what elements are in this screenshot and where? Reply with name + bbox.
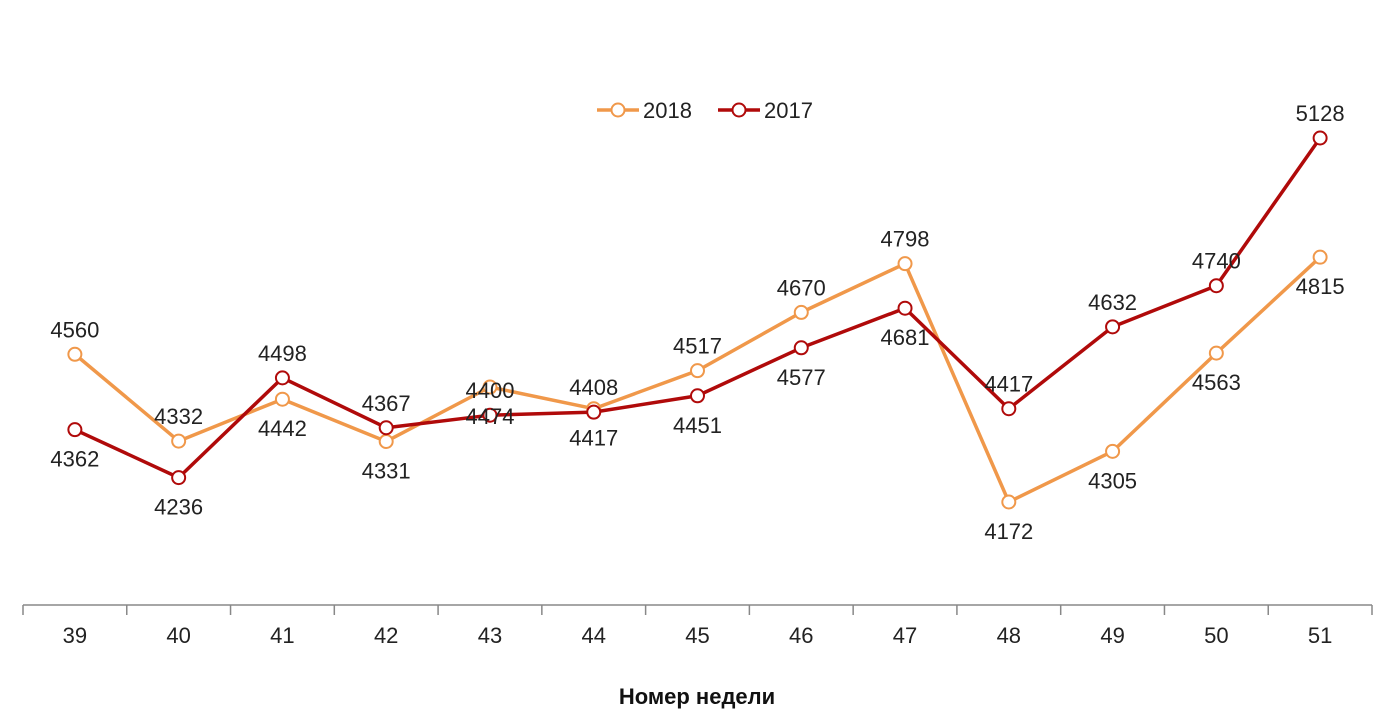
data-point — [1105, 443, 1121, 459]
legend-label: 2017 — [764, 98, 813, 123]
data-label: 4442 — [258, 416, 307, 441]
data-label: 4172 — [984, 519, 1033, 544]
data-point — [1312, 249, 1328, 265]
data-label: 4417 — [984, 372, 1033, 397]
data-point — [482, 379, 498, 395]
x-tick-label: 51 — [1308, 623, 1332, 648]
data-point — [690, 363, 705, 379]
data-label: 4451 — [673, 413, 722, 438]
data-label: 4681 — [881, 325, 930, 350]
data-labels: 4560 4332 4442 4331 4474 4417 4517 4670 4798 4172… — [50, 101, 1344, 544]
series-layer — [67, 130, 1328, 510]
legend-label: 2018 — [643, 98, 692, 123]
x-tick-label: 50 — [1204, 623, 1228, 648]
data-point — [1001, 494, 1017, 510]
x-axis: 39 40 41 42 43 44 45 46 47 48 49 50 51 — [22, 604, 1373, 648]
series-2018 — [67, 249, 1328, 510]
x-tick-label: 47 — [893, 623, 917, 648]
data-point — [1001, 401, 1017, 417]
data-label: 4563 — [1192, 370, 1241, 395]
x-tick-label: 43 — [478, 623, 502, 648]
x-tick-label: 45 — [685, 623, 709, 648]
legend-item-2018: 2018 — [597, 98, 692, 123]
data-label: 4577 — [777, 365, 826, 390]
data-label: 4367 — [362, 391, 411, 416]
data-point — [1105, 319, 1121, 335]
data-label: 4740 — [1192, 249, 1241, 274]
data-point — [586, 404, 602, 420]
data-point — [690, 388, 705, 404]
x-tick-label: 42 — [374, 623, 398, 648]
data-point — [1312, 130, 1328, 146]
x-tick-label: 40 — [166, 623, 190, 648]
data-point — [378, 433, 394, 449]
data-label: 4798 — [881, 227, 930, 252]
data-label: 4332 — [154, 404, 203, 429]
legend-swatch-marker — [731, 102, 747, 118]
data-point — [897, 300, 913, 316]
data-point — [171, 433, 187, 449]
data-label: 4560 — [50, 317, 99, 342]
data-point — [482, 407, 498, 423]
data-label: 4670 — [777, 275, 826, 300]
x-tick-label: 41 — [270, 623, 294, 648]
data-point — [793, 304, 809, 320]
legend: 2018 2017 — [597, 98, 813, 123]
data-label: 4815 — [1296, 274, 1345, 299]
x-tick-label: 49 — [1100, 623, 1124, 648]
data-label: 4362 — [50, 447, 99, 472]
data-point — [274, 370, 290, 386]
data-label: 4305 — [1088, 468, 1137, 493]
data-point — [897, 256, 913, 272]
legend-item-2017: 2017 — [718, 98, 813, 123]
data-label: 4400 — [465, 378, 514, 403]
legend-swatch-marker — [610, 102, 626, 118]
data-label: 4517 — [673, 334, 722, 359]
data-label: 4498 — [258, 341, 307, 366]
data-point — [171, 470, 187, 486]
data-label: 4474 — [465, 404, 514, 429]
data-point — [274, 391, 290, 407]
data-label: 5128 — [1296, 101, 1345, 126]
data-point — [67, 422, 83, 438]
data-point — [1208, 278, 1224, 294]
x-tick-label: 48 — [997, 623, 1021, 648]
data-point — [793, 340, 809, 356]
data-point — [67, 346, 83, 362]
x-axis-title: Номер недели — [619, 684, 775, 709]
data-label: 4632 — [1088, 290, 1137, 315]
data-label: 4408 — [569, 375, 618, 400]
data-label: 4331 — [362, 458, 411, 483]
data-point — [378, 420, 394, 436]
series-2017 — [67, 130, 1328, 486]
x-tick-label: 44 — [581, 623, 605, 648]
data-point — [1208, 345, 1224, 361]
x-tick-label: 39 — [63, 623, 87, 648]
x-tick-label: 46 — [789, 623, 813, 648]
data-label: 4236 — [154, 495, 203, 520]
data-label: 4417 — [569, 426, 618, 451]
